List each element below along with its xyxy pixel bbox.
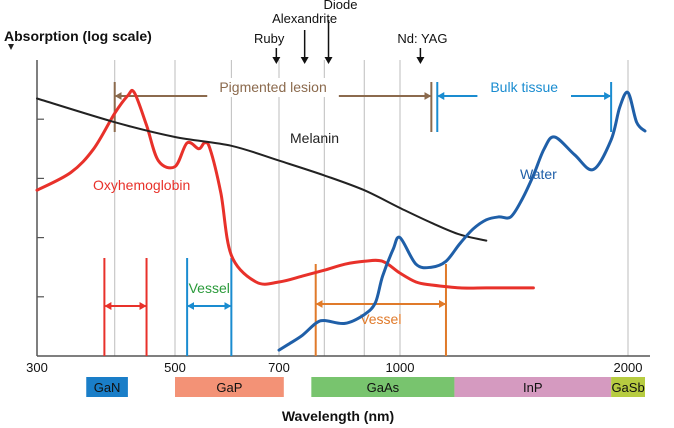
laser-label: Nd: YAG <box>397 31 447 46</box>
material-band-gaas: GaAs <box>311 377 455 397</box>
range-label: Vessel <box>189 280 230 296</box>
series-line-water <box>277 90 647 352</box>
material-band-label: GaSb <box>611 380 644 395</box>
down-arrow-icon <box>272 57 281 64</box>
material-band-gan: GaN <box>86 377 128 397</box>
laser-marker-diode: Diode <box>324 0 358 64</box>
down-arrow-icon <box>324 57 333 64</box>
range-4: Vessel <box>314 264 447 356</box>
material-band-inp: InP <box>454 377 612 397</box>
material-band-gasb: GaSb <box>611 377 645 397</box>
range-2 <box>103 258 148 356</box>
material-bands: GaN GaP GaAs InP GaSb <box>86 377 645 397</box>
laser-marker-alexandrite: Alexandrite <box>272 11 337 26</box>
series-lines <box>35 88 647 352</box>
range-3: Vessel <box>186 258 233 356</box>
series-label-melanin: Melanin <box>290 130 339 146</box>
material-band-label: InP <box>523 380 543 395</box>
range-label: Pigmented lesion <box>219 79 326 95</box>
material-band-gap: GaP <box>175 377 284 397</box>
series-labels: Oxyhemoglobin Melanin Water <box>93 130 557 193</box>
x-tick-label: 300 <box>26 360 48 375</box>
laser-marker-ruby: Ruby <box>254 31 285 64</box>
laser-markers: Alexandrite Ruby Diode Nd: YAG <box>254 0 447 64</box>
range-1: Bulk tissue <box>436 78 613 132</box>
range-label-bg <box>477 78 572 97</box>
series-line-oxyhemoglobin <box>35 88 535 290</box>
series-label-oxyhemoglobin: Oxyhemoglobin <box>93 177 190 193</box>
series-label-water: Water <box>520 166 557 182</box>
y-ticks <box>37 118 44 298</box>
laser-label: Ruby <box>254 31 285 46</box>
range-label-bg <box>207 78 339 97</box>
material-band-rect <box>454 377 612 397</box>
laser-arrow-alexandrite <box>300 30 309 64</box>
material-band-rect <box>86 377 128 397</box>
x-tick-labels: 300 500 700 1000 2000 <box>26 360 642 375</box>
axes <box>8 44 650 357</box>
range-label: Bulk tissue <box>490 79 558 95</box>
material-band-label: GaAs <box>367 380 400 395</box>
down-arrow-icon <box>416 57 425 64</box>
x-tick-label: 700 <box>268 360 290 375</box>
range-0: Pigmented lesion <box>113 78 433 132</box>
material-band-rect <box>611 377 645 397</box>
laser-label: Alexandrite <box>272 11 337 26</box>
x-tick-label: 1000 <box>386 360 415 375</box>
material-band-label: GaN <box>94 380 121 395</box>
x-axis-label: Wavelength (nm) <box>282 408 394 424</box>
material-band-rect <box>175 377 284 397</box>
range-label: Vessel <box>360 311 401 327</box>
laser-label: Diode <box>324 0 358 12</box>
x-tick-label: 500 <box>164 360 186 375</box>
grid-lines <box>114 60 629 356</box>
range-arrows: Pigmented lesion Bulk tissue Vessel Vessel <box>103 78 613 356</box>
material-band-rect <box>311 377 455 397</box>
material-band-label: GaP <box>216 380 242 395</box>
y-axis-arrow-icon <box>8 44 14 50</box>
x-tick-label: 2000 <box>614 360 643 375</box>
laser-marker-nd-yag: Nd: YAG <box>397 31 447 64</box>
y-axis-label: Absorption (log scale) <box>4 28 152 44</box>
down-arrow-icon <box>300 57 309 64</box>
series-line-melanin <box>36 97 488 242</box>
